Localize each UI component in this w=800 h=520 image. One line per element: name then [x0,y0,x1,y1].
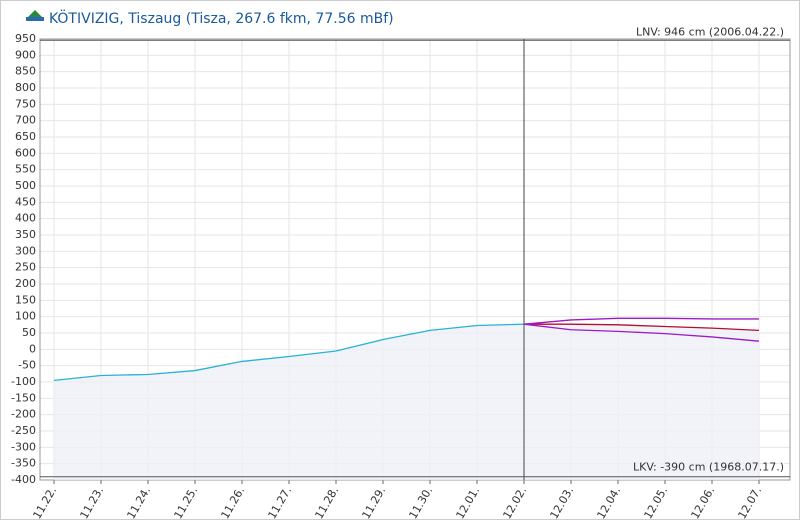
y-tick-label: 600 [15,146,36,159]
y-tick-label: 900 [15,48,36,61]
station-icon [26,10,44,21]
y-tick-label: 750 [15,97,36,110]
y-tick-label: 250 [15,261,36,274]
series-line [524,323,760,332]
y-tick-label: 300 [15,244,36,257]
y-tick-label: 400 [15,212,36,225]
reference-label: LNV: 946 cm (2006.04.22.) [636,25,784,38]
y-tick-label: 100 [15,310,36,323]
y-tick-label: -100 [11,375,36,388]
y-tick-label: -150 [11,391,36,404]
y-tick-label: 200 [15,277,36,290]
y-tick-label: 50 [22,326,36,339]
series-line [53,323,525,382]
area [54,324,524,480]
y-tick-label: -50 [18,359,36,372]
chart-title: KÖTIVIZIG, Tiszaug (Tisza, 267.6 fkm, 77… [49,9,394,27]
y-tick-label: 500 [15,179,36,192]
y-tick-label: -400 [11,473,36,486]
y-tick-label: 550 [15,163,36,176]
y-tick-label: 450 [15,195,36,208]
series-line [523,317,759,325]
y-tick-label: -300 [11,440,36,453]
y-tick-label: 950 [15,32,36,45]
y-tick-label: 150 [15,293,36,306]
y-tick-label: 350 [15,228,36,241]
y-tick-label: 850 [15,65,36,78]
y-tick-label: -350 [11,457,36,470]
reference-label: LKV: -390 cm (1968.07.17.) [633,461,784,474]
y-tick-label: -200 [11,408,36,421]
y-tick-label: 800 [15,81,36,94]
area [524,324,759,480]
y-tick-label: 700 [15,114,36,127]
y-tick-label: 0 [29,342,36,355]
y-tick-label: 650 [15,130,36,143]
y-tick-label: -250 [11,424,36,437]
series-line [523,323,760,342]
